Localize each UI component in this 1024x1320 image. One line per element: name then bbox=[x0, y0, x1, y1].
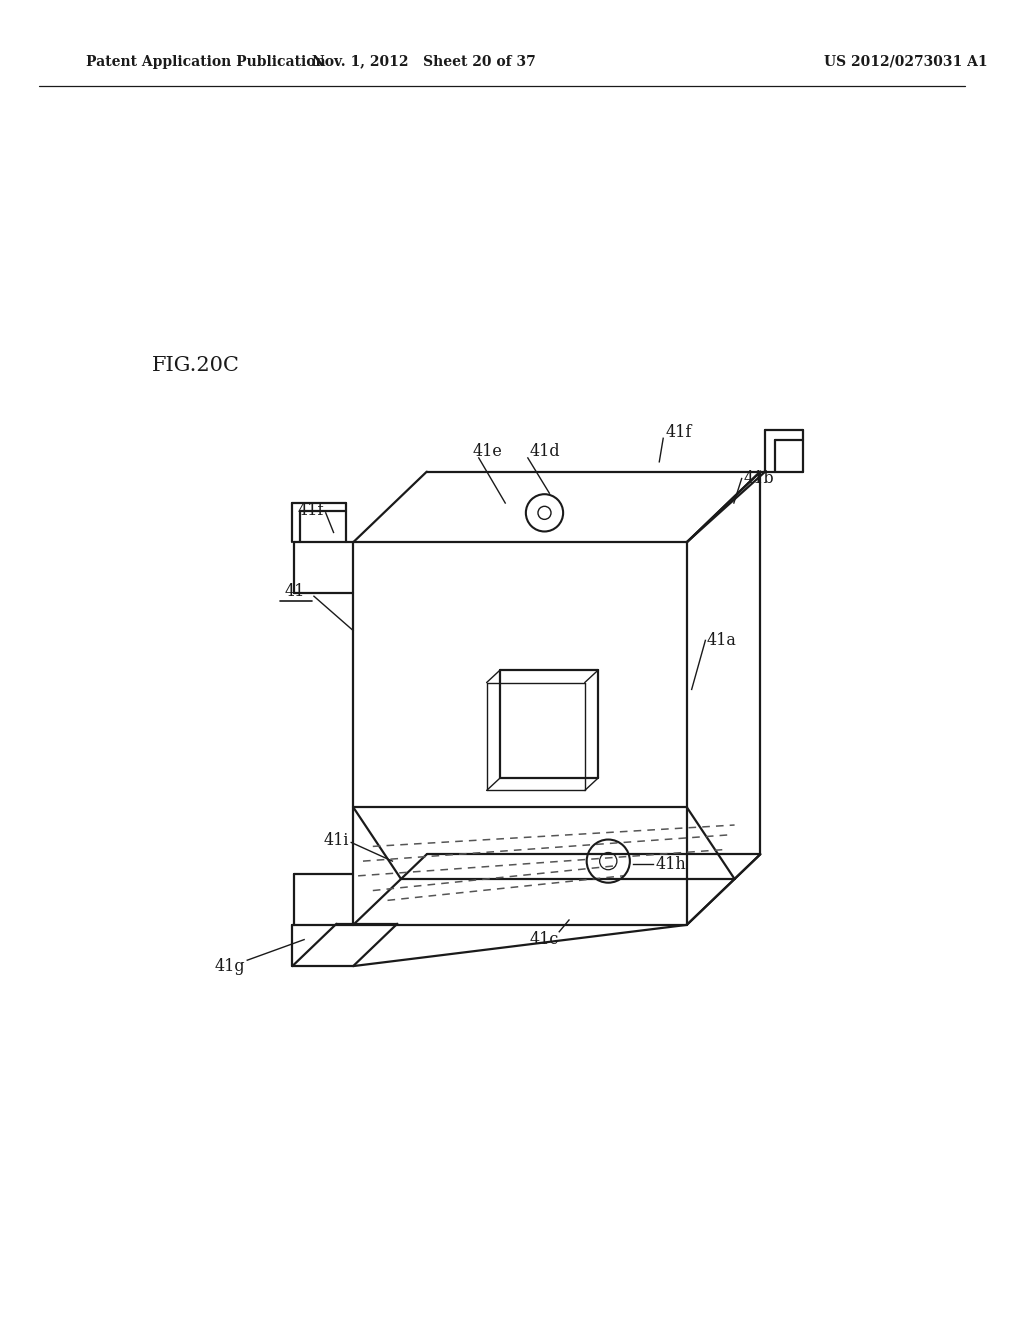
Text: US 2012/0273031 A1: US 2012/0273031 A1 bbox=[824, 54, 988, 69]
Text: 41i: 41i bbox=[324, 832, 349, 849]
Text: 41b: 41b bbox=[743, 470, 774, 487]
Text: 41a: 41a bbox=[707, 632, 736, 649]
Text: 41: 41 bbox=[285, 583, 305, 599]
Text: 41e: 41e bbox=[473, 442, 503, 459]
Text: Patent Application Publication: Patent Application Publication bbox=[86, 54, 326, 69]
Text: 41f: 41f bbox=[297, 503, 324, 519]
Text: 41h: 41h bbox=[655, 855, 686, 873]
Text: 41g: 41g bbox=[215, 957, 246, 974]
Text: 41c: 41c bbox=[529, 931, 559, 948]
Text: FIG.20C: FIG.20C bbox=[153, 356, 240, 375]
Text: 41f: 41f bbox=[666, 424, 691, 441]
Text: Nov. 1, 2012   Sheet 20 of 37: Nov. 1, 2012 Sheet 20 of 37 bbox=[312, 54, 536, 69]
Text: 41d: 41d bbox=[529, 442, 560, 459]
